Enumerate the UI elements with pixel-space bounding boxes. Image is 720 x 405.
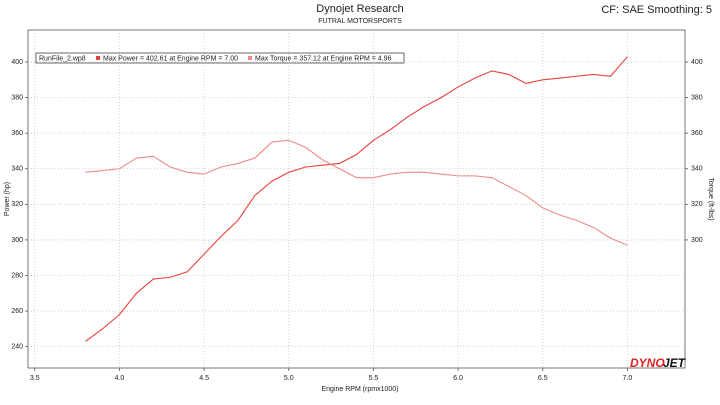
legend-swatch [248,56,252,60]
y-axis-label: Power (hp) [4,182,11,216]
x-tick-label: 4.5 [199,375,209,382]
x-tick-label: 3.5 [30,375,40,382]
logo-jet: JET [663,356,687,370]
legend [35,52,405,64]
logo-dyno: DYNO [630,356,665,370]
x-tick-label: 5.5 [369,375,379,382]
y-tick-label: 260 [11,308,23,315]
y2-tick-label: 300 [691,237,703,244]
legend-label: Max Torque = 357.12 at Engine RPM = 4.96 [255,55,392,62]
y2-axis-label: Torque (ft-lbs) [707,177,714,220]
y2-tick-label: 360 [691,130,703,137]
series-line [85,139,628,246]
y-tick-label: 240 [11,343,23,350]
x-axis-label: Engine RPM (rpmx1000) [321,386,398,393]
x-tick-label: 6.5 [538,375,548,382]
y-tick-label: 400 [11,59,23,66]
plot-area [27,29,686,369]
chart-title: Dynojet Research [316,3,403,15]
x-tick-label: 4.0 [115,375,125,382]
x-tick-label: 6.0 [453,375,463,382]
y2-tick-label: 340 [691,166,703,173]
y-tick-label: 380 [11,94,23,101]
y-tick-label: 340 [11,166,23,173]
x-tick-label: 5.0 [284,375,294,382]
y2-tick-label: 320 [691,201,703,208]
y2-tick-label: 400 [691,59,703,66]
y-tick-label: 280 [11,272,23,279]
chart-subtitle: FUTRAL MOTORSPORTS [318,18,402,25]
legend-label: Max Power = 402.61 at Engine RPM = 7.00 [103,55,238,62]
y-tick-label: 300 [11,237,23,244]
x-tick-label: 7.0 [623,375,633,382]
correction-note: CF: SAE Smoothing: 5 [601,4,712,16]
y-tick-label: 320 [11,201,23,208]
legend-title: RunFile_2.wp8 [39,55,86,62]
y-tick-label: 360 [11,130,23,137]
series-line [85,56,628,342]
y2-tick-label: 380 [691,94,703,101]
legend-swatch [96,56,100,60]
